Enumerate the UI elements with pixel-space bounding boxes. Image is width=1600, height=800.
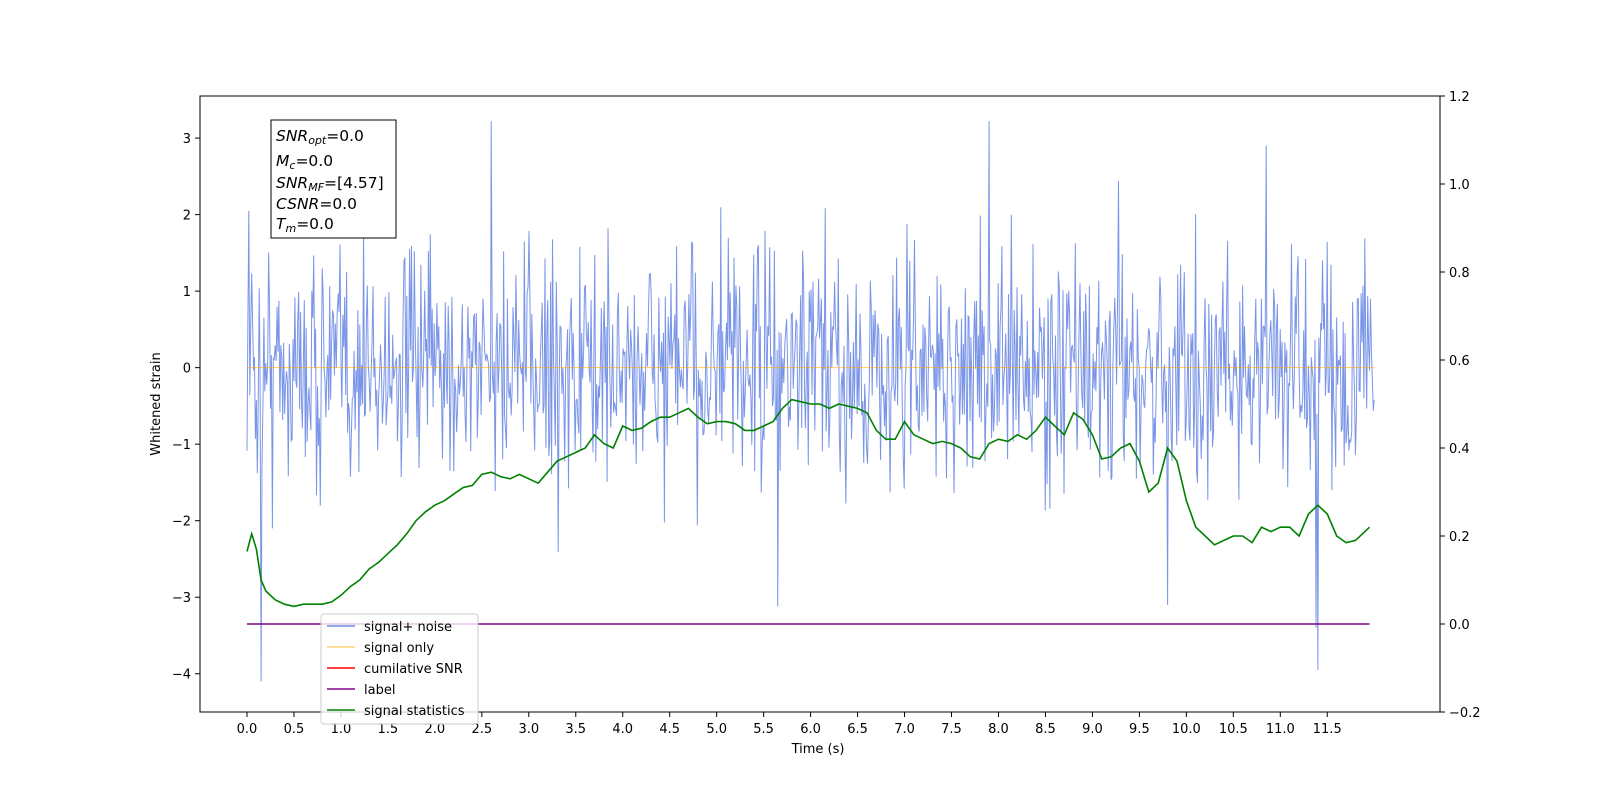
x-tick-label: 5.0 xyxy=(706,722,727,737)
x-tick-label: 8.0 xyxy=(988,722,1009,737)
legend-item-label: label xyxy=(327,683,395,698)
y-tick-label: 1 xyxy=(183,285,191,300)
y2-tick-label: 0.2 xyxy=(1449,530,1470,545)
x-tick-label: 5.5 xyxy=(753,722,774,737)
x-tick-label: 2.5 xyxy=(471,722,492,737)
y-tick-label: −3 xyxy=(172,591,191,606)
x-tick-label: 11.0 xyxy=(1266,722,1295,737)
legend-item-signal-noise: signal+ noise xyxy=(327,620,452,635)
x-tick-label: 6.5 xyxy=(847,722,868,737)
svg-text:label: label xyxy=(364,683,395,698)
x-tick-label: 4.0 xyxy=(612,722,633,737)
info-line-mc: Mc=0.0 xyxy=(276,152,333,172)
legend: signal+ noise signal only cumilative SNR… xyxy=(320,613,479,725)
plot-frame xyxy=(199,95,1441,713)
y2-tick-label: −0.2 xyxy=(1449,706,1481,721)
x-tick-label: 9.5 xyxy=(1129,722,1150,737)
y2-tick-label: 0.6 xyxy=(1449,354,1470,369)
y2-tick-label: 1.2 xyxy=(1449,90,1470,105)
y2-tick-label: 0.0 xyxy=(1449,618,1470,633)
x-tick-label: 4.5 xyxy=(659,722,680,737)
y-axis-title: Whitened strain xyxy=(149,352,164,455)
x-tick-label: 1.0 xyxy=(331,722,352,737)
y-axis-left: −4 −3 −2 −1 0 1 2 3 xyxy=(172,132,200,683)
svg-text:signal statistics: signal statistics xyxy=(364,704,465,719)
legend-item-cumulative-snr: cumilative SNR xyxy=(327,662,463,677)
info-line-snr-opt: SNRopt=0.0 xyxy=(276,127,364,147)
x-tick-label: 3.5 xyxy=(565,722,586,737)
svg-text:signal+ noise: signal+ noise xyxy=(364,620,452,635)
x-tick-label: 0.5 xyxy=(284,722,305,737)
svg-text:signal only: signal only xyxy=(364,641,434,656)
x-tick-label: 9.0 xyxy=(1082,722,1103,737)
y-tick-label: 0 xyxy=(183,362,191,377)
info-line-tm: Tm=0.0 xyxy=(276,215,334,235)
legend-item-signal-only: signal only xyxy=(327,641,434,656)
info-box: SNRopt=0.0 Mc=0.0 SNRMF=[4.57] CSNR=0.0 … xyxy=(270,119,397,239)
y2-tick-label: 0.8 xyxy=(1449,266,1470,281)
legend-item-signal-statistics: signal statistics xyxy=(327,704,465,719)
plot-area xyxy=(246,121,1375,682)
y-tick-label: −4 xyxy=(172,668,191,683)
x-tick-label: 10.0 xyxy=(1172,722,1201,737)
x-tick-label: 8.5 xyxy=(1035,722,1056,737)
y-axis-right: −0.2 0.0 0.2 0.4 0.6 0.8 1.0 1.2 xyxy=(1440,90,1481,721)
series-signal-noise-line xyxy=(246,121,1375,682)
y2-tick-label: 0.4 xyxy=(1449,442,1470,457)
x-tick-label: 0.0 xyxy=(237,722,258,737)
x-tick-label: 2.0 xyxy=(425,722,446,737)
x-tick-label: 11.5 xyxy=(1313,722,1342,737)
x-tick-label: 7.5 xyxy=(941,722,962,737)
x-tick-label: 7.0 xyxy=(894,722,915,737)
y-tick-label: −2 xyxy=(172,515,191,530)
x-tick-label: 3.0 xyxy=(518,722,539,737)
x-axis: 0.0 0.5 1.0 1.5 2.0 2.5 3.0 3.5 4.0 4.5 5.0 5.5 6.0 6… xyxy=(237,712,1342,737)
series-signal-statistics-line xyxy=(246,398,1371,608)
x-tick-label: 6.0 xyxy=(800,722,821,737)
y-tick-label: 3 xyxy=(183,132,191,147)
x-axis-title: Time (s) xyxy=(791,742,845,757)
y-tick-label: −1 xyxy=(172,438,191,453)
info-line-csnr: CSNR=0.0 xyxy=(276,195,357,213)
x-tick-label: 10.5 xyxy=(1219,722,1248,737)
svg-text:cumilative SNR: cumilative SNR xyxy=(364,662,463,677)
y2-tick-label: 1.0 xyxy=(1449,178,1470,193)
info-line-snr-mf: SNRMF=[4.57] xyxy=(276,174,384,194)
y-tick-label: 2 xyxy=(183,209,191,224)
x-tick-label: 1.5 xyxy=(378,722,399,737)
